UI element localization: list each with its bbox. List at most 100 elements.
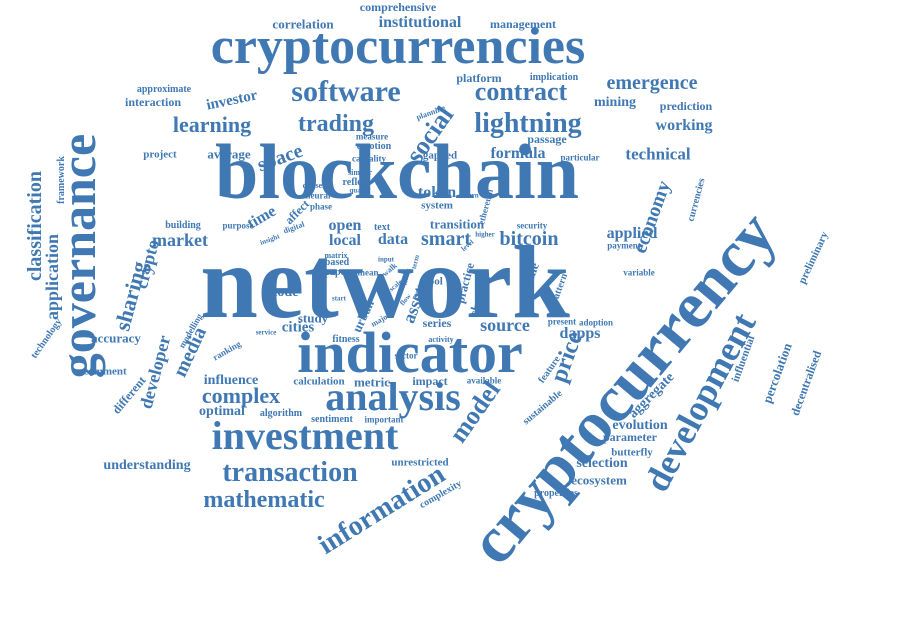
word-tool: tool <box>425 275 443 288</box>
word-comprehensive: comprehensive <box>359 0 437 14</box>
word-available: available <box>466 375 502 386</box>
word-transaction: transaction <box>222 457 358 488</box>
word-transition: transition <box>429 216 485 232</box>
word-trading: trading <box>297 111 375 137</box>
word-open: open <box>328 217 362 234</box>
word-mathematic: mathematic <box>203 487 325 513</box>
word-working: working <box>655 117 713 134</box>
word-network: network <box>200 225 570 340</box>
word-applied: applied <box>606 225 658 242</box>
word-evolution: evolution <box>612 418 668 433</box>
word-security: security <box>516 220 548 231</box>
word-average: average <box>207 146 251 162</box>
word-algorithm: algorithm <box>259 408 303 419</box>
word-reflect: reflect <box>342 177 370 188</box>
word-data: data <box>377 231 409 248</box>
word-ecosystem: ecosystem <box>571 472 627 488</box>
word-mining: mining <box>593 95 637 110</box>
word-selection: selection <box>576 456 628 471</box>
word-lightning: lightning <box>474 108 582 139</box>
word-input: input <box>378 255 394 264</box>
word-adoption: adoption <box>578 317 614 328</box>
word-sentiment: sentiment <box>311 414 353 425</box>
word-understanding: understanding <box>103 458 191 473</box>
word-unrestricted: unrestricted <box>391 456 449 469</box>
word-higher: higher <box>475 230 495 239</box>
word-approximate: approximate <box>136 84 192 95</box>
word-metric: metric <box>353 374 391 390</box>
word-neural: neural <box>305 190 331 201</box>
word-project: project <box>143 148 177 161</box>
word-analysis: analysis <box>325 374 461 419</box>
word-blockchain: blockchain <box>214 128 580 215</box>
word-building: building <box>165 220 201 231</box>
word-decentralised: decentralised <box>787 348 825 418</box>
word-learning: learning <box>172 112 252 137</box>
word-implication: implication <box>529 72 579 83</box>
word-ranking: ranking <box>211 338 243 363</box>
word-comment: comment <box>83 365 127 378</box>
word-calculation: calculation <box>293 375 345 388</box>
word-series: series <box>422 316 452 330</box>
word-management: management <box>490 17 556 31</box>
word-application: application <box>42 233 62 321</box>
word-correlation: correlation <box>272 16 334 32</box>
word-parameter: parameter <box>603 430 657 444</box>
word-causality: causality <box>351 153 387 164</box>
word-phase: phase <box>309 201 333 212</box>
word-currencies: currencies <box>685 177 708 223</box>
word-source: source <box>480 315 530 335</box>
word-bitcoin: bitcoin <box>499 228 559 250</box>
word-matrix: matrix <box>324 251 348 260</box>
word-developer: developer <box>135 333 175 411</box>
word-prediction: prediction <box>659 99 713 113</box>
word-present: present <box>547 316 577 327</box>
word-mean: mean <box>357 267 379 278</box>
word-user: user <box>431 265 449 276</box>
word-start: start <box>332 294 346 303</box>
word-institutional: institutional <box>378 14 462 31</box>
word-emergence: emergence <box>606 72 698 94</box>
word-paper: paper <box>324 267 350 278</box>
word-market: market <box>152 230 208 250</box>
word-cities: cities <box>281 319 315 336</box>
word-properties: properties <box>534 488 578 499</box>
word-study: study <box>297 310 329 326</box>
word-activity: activity <box>428 335 454 344</box>
word-contract: contract <box>474 77 568 106</box>
word-payment: payment <box>607 240 641 251</box>
word-technical: technical <box>625 144 691 164</box>
word-indicator: indicator <box>297 320 523 385</box>
word-purpose: purpose <box>222 220 254 231</box>
word-formula: formula <box>490 145 546 162</box>
word-important: important <box>364 414 404 425</box>
word-software: software <box>291 75 401 108</box>
word-gapped: gapped <box>422 149 458 162</box>
word-dapps: dapps <box>559 325 601 342</box>
word-investor: investor <box>204 87 259 114</box>
word-emotion: emotion <box>356 141 392 152</box>
word-investment: investment <box>211 413 399 458</box>
word-text: text <box>373 222 391 233</box>
word-smart: smart <box>421 228 471 250</box>
word-measure: measure <box>355 131 389 142</box>
word-interaction: interaction <box>125 95 181 109</box>
word-particular: particular <box>560 152 600 163</box>
word-based: based <box>324 257 350 268</box>
word-preliminary: preliminary <box>796 229 831 286</box>
word-accuracy: accuracy <box>91 330 141 346</box>
word-optimal: optimal <box>199 404 245 419</box>
word-return: return <box>459 191 479 200</box>
word-complex: complex <box>201 383 281 408</box>
word-local: local <box>329 232 361 249</box>
word-impact: impact <box>412 374 448 388</box>
word-variable: variable <box>623 267 655 278</box>
word-fitness: fitness <box>332 334 360 345</box>
word-passage: passage <box>527 132 567 146</box>
word-sector: sector <box>394 350 418 361</box>
word-cryptocurrencies: cryptocurrencies <box>210 18 586 75</box>
word-system: system <box>421 199 453 212</box>
word-butterfly: butterfly <box>611 446 653 459</box>
word-influence: influence <box>203 373 259 388</box>
